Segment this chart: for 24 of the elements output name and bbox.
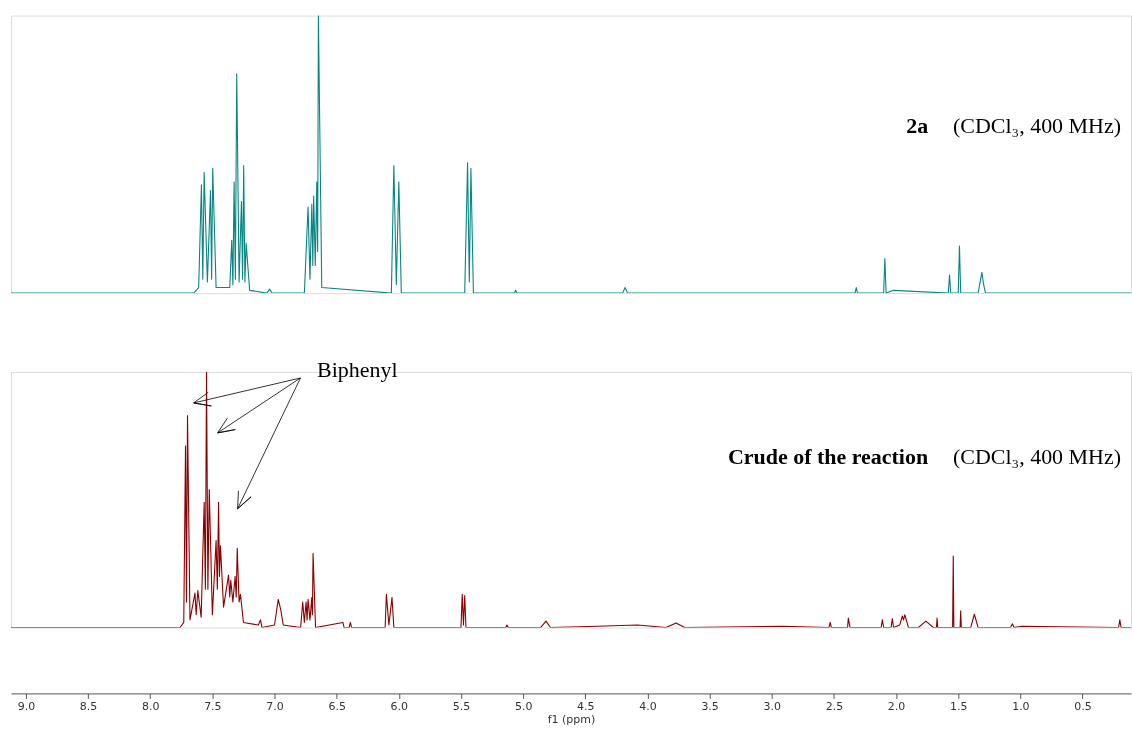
annotation: 2a [906, 113, 929, 139]
x-tick-label: 1.5 [949, 699, 968, 713]
x-tick-label: 6.0 [390, 699, 409, 713]
x-axis-title: f1 (ppm) [547, 712, 596, 726]
x-tick-label: 7.0 [266, 699, 284, 713]
x-tick-label: 4.0 [639, 699, 657, 713]
x-tick-label: 5.5 [452, 699, 471, 713]
x-tick-label: 8.5 [79, 699, 98, 713]
annotation: (CDCl₃, 400 MHz) [952, 443, 1122, 469]
annotation: (CDCl₃, 400 MHz) [952, 113, 1122, 139]
x-tick-label: 7.5 [204, 699, 222, 713]
x-tick-label: 2.5 [825, 699, 844, 713]
x-tick-label: 6.5 [328, 699, 346, 713]
x-tick-label: 2.0 [887, 699, 906, 713]
x-tick-label: 0.5 [1074, 699, 1092, 713]
x-tick-label: 8.0 [141, 699, 160, 713]
annotation: Biphenyl [317, 356, 398, 382]
x-tick-label: 5.0 [514, 699, 533, 713]
annotation: Crude of the reaction [727, 443, 929, 469]
x-tick-label: 3.0 [763, 699, 781, 713]
x-tick-label: 1.0 [1012, 699, 1030, 713]
x-tick-label: 3.5 [701, 699, 719, 713]
x-tick-label: 4.5 [577, 699, 595, 713]
x-tick-label: 9.0 [17, 699, 36, 713]
